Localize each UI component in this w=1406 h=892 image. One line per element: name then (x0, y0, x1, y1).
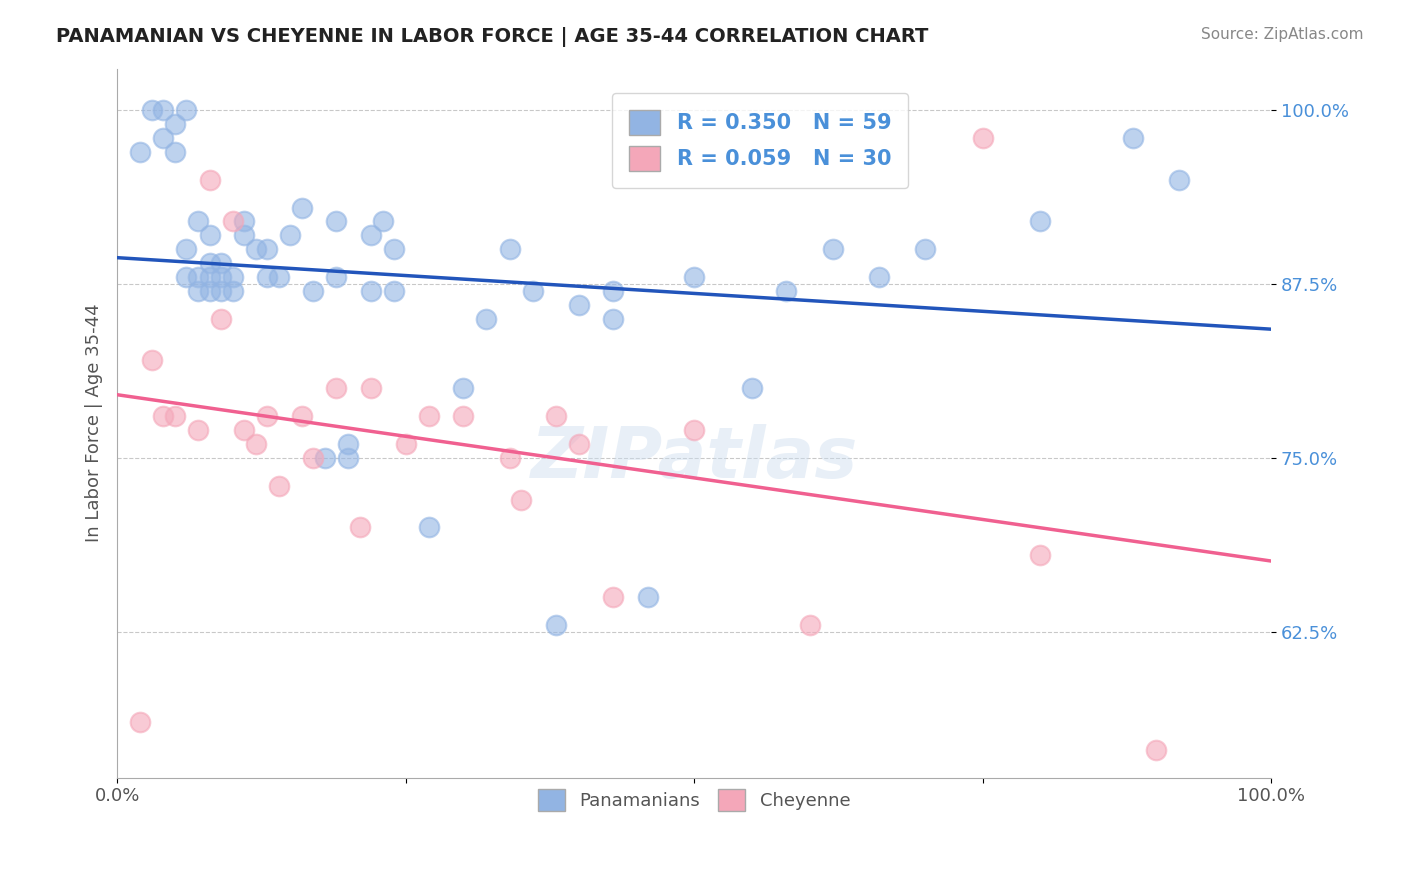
Point (152, 131, 174, 145)
Point (510, 492, 533, 507)
Point (209, 284, 232, 298)
Point (209, 311, 232, 326)
Point (325, 270, 347, 285)
Point (198, 284, 221, 298)
Point (544, 409, 567, 423)
Point (868, 270, 890, 285)
Point (683, 270, 706, 285)
Point (209, 256, 232, 270)
Point (568, 298, 591, 312)
Point (176, 270, 198, 285)
Point (1167, 173, 1189, 187)
Point (1122, 131, 1144, 145)
Point (152, 409, 174, 423)
Point (256, 409, 278, 423)
Point (453, 381, 475, 395)
Point (176, 103, 198, 118)
Point (349, 520, 371, 534)
Point (498, 242, 520, 256)
Point (821, 242, 844, 256)
Point (233, 228, 256, 243)
Point (198, 256, 221, 270)
Point (1029, 214, 1052, 228)
Point (544, 617, 567, 632)
Point (209, 270, 232, 285)
Point (314, 450, 336, 465)
Point (187, 423, 209, 437)
Point (568, 437, 591, 451)
Point (418, 520, 440, 534)
Point (522, 284, 544, 298)
Point (360, 228, 382, 243)
Point (256, 242, 278, 256)
Point (302, 284, 325, 298)
Point (972, 131, 994, 145)
Point (163, 117, 186, 131)
Y-axis label: In Labor Force | Age 35-44: In Labor Force | Age 35-44 (86, 304, 103, 542)
Point (187, 284, 209, 298)
Point (245, 437, 267, 451)
Point (198, 173, 221, 187)
Point (291, 201, 314, 215)
Point (498, 450, 520, 465)
Point (1029, 548, 1052, 562)
Point (256, 270, 278, 285)
Point (775, 284, 797, 298)
Point (371, 214, 394, 228)
Point (278, 228, 301, 243)
Text: ZIPatlas: ZIPatlas (530, 424, 858, 493)
Point (176, 242, 198, 256)
Point (1144, 743, 1167, 757)
Point (602, 284, 624, 298)
Point (198, 228, 221, 243)
Legend: Panamanians, Cheyenne: Panamanians, Cheyenne (523, 774, 865, 825)
Point (325, 381, 347, 395)
Point (683, 423, 706, 437)
Point (291, 409, 314, 423)
Point (741, 381, 763, 395)
Text: Source: ZipAtlas.com: Source: ZipAtlas.com (1201, 27, 1364, 42)
Point (245, 242, 267, 256)
Point (360, 284, 382, 298)
Point (233, 423, 256, 437)
Point (221, 214, 243, 228)
Point (141, 103, 163, 118)
Point (267, 270, 290, 285)
Text: PANAMANIAN VS CHEYENNE IN LABOR FORCE | AGE 35-44 CORRELATION CHART: PANAMANIAN VS CHEYENNE IN LABOR FORCE | … (56, 27, 928, 46)
Point (602, 311, 624, 326)
Point (360, 381, 382, 395)
Point (141, 353, 163, 368)
Point (336, 437, 359, 451)
Point (325, 214, 347, 228)
Point (267, 478, 290, 492)
Point (152, 103, 174, 118)
Point (914, 242, 936, 256)
Point (163, 409, 186, 423)
Point (198, 270, 221, 285)
Point (395, 437, 418, 451)
Point (163, 145, 186, 159)
Point (453, 409, 475, 423)
Point (336, 450, 359, 465)
Point (233, 214, 256, 228)
Point (187, 270, 209, 285)
Point (602, 590, 624, 604)
Point (382, 284, 405, 298)
Point (129, 714, 152, 729)
Point (221, 270, 243, 285)
Point (302, 450, 325, 465)
Point (382, 242, 405, 256)
Point (475, 311, 498, 326)
Point (129, 145, 152, 159)
Point (187, 214, 209, 228)
Point (221, 284, 243, 298)
Point (418, 409, 440, 423)
Point (637, 590, 659, 604)
Point (799, 617, 821, 632)
